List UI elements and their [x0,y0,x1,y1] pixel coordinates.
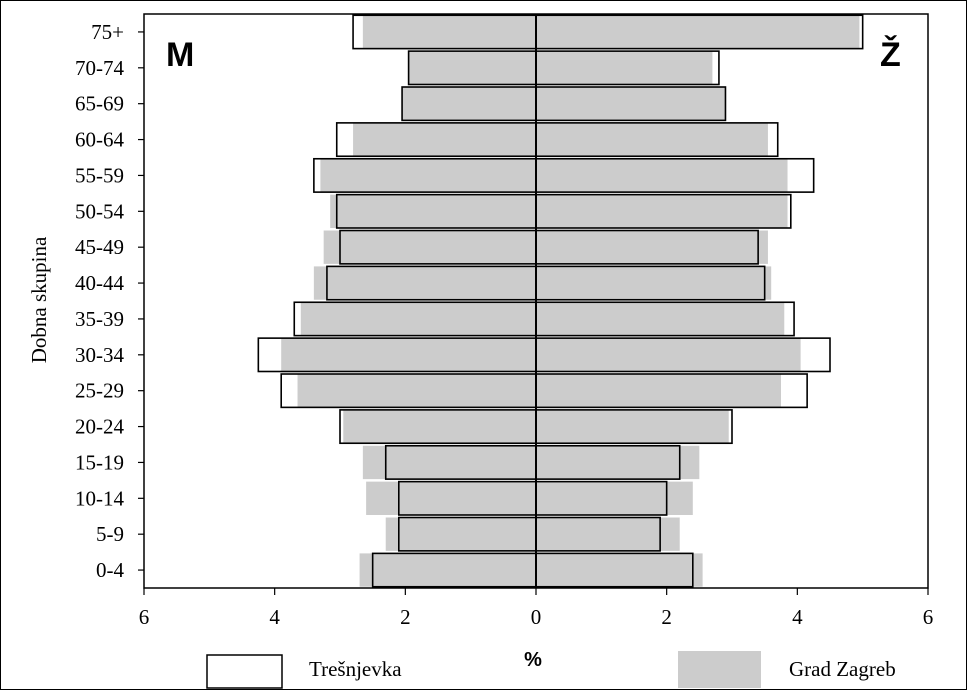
y-tick-label-60-64: 60-64 [75,128,124,152]
bar-grad-zagreb-male-5-9 [385,517,536,551]
y-tick-label-10-14: 10-14 [75,486,124,510]
x-tick-label: 0 [531,605,542,629]
bar-grad-zagreb-male-65-69 [402,87,536,121]
x-tick-label: 6 [923,605,934,629]
bar-grad-zagreb-male-40-44 [313,266,536,300]
bar-grad-zagreb-male-75+ [362,15,536,49]
bar-grad-zagreb-female-75+ [536,15,860,49]
y-tick-label-30-34: 30-34 [75,343,124,367]
x-tick-label: 2 [661,605,672,629]
bar-grad-zagreb-female-10-14 [536,481,693,515]
x-tick-label: 2 [400,605,411,629]
y-tick-label-0-4: 0-4 [96,558,124,582]
y-tick-label-70-74: 70-74 [75,56,124,80]
bar-grad-zagreb-female-25-29 [536,374,781,408]
bar-grad-zagreb-male-55-59 [320,158,536,193]
y-tick-label-20-24: 20-24 [75,415,124,439]
bar-grad-zagreb-female-55-59 [536,158,788,193]
bar-grad-zagreb-male-45-49 [323,230,536,264]
x-axis-title: % [524,649,542,671]
bar-grad-zagreb-male-0-4 [359,553,536,587]
y-tick-label-75+: 75+ [91,20,124,44]
bar-grad-zagreb-female-65-69 [536,87,726,121]
right-side-label: Ž [880,36,901,74]
bar-grad-zagreb-female-70-74 [536,51,713,85]
y-tick-label-50-54: 50-54 [75,199,124,223]
bar-grad-zagreb-female-5-9 [536,517,680,551]
bar-grad-zagreb-female-30-34 [536,338,801,372]
y-tick-label-5-9: 5-9 [96,522,124,546]
legend-label-tresnjevka: Trešnjevka [309,657,402,681]
bar-grad-zagreb-female-50-54 [536,194,788,228]
y-tick-label-45-49: 45-49 [75,235,124,259]
bar-grad-zagreb-female-60-64 [536,122,768,157]
x-tick-label: 4 [269,605,280,629]
bar-grad-zagreb-male-20-24 [343,409,536,444]
legend-swatch-tresnjevka [206,654,283,689]
bar-grad-zagreb-female-15-19 [536,445,700,480]
y-tick-label-35-39: 35-39 [75,307,124,331]
bar-grad-zagreb-female-20-24 [536,409,729,444]
y-tick-label-65-69: 65-69 [75,92,124,116]
bar-grad-zagreb-male-15-19 [362,445,536,480]
bar-grad-zagreb-male-25-29 [297,374,536,408]
bar-grad-zagreb-female-40-44 [536,266,772,300]
bar-grad-zagreb-female-0-4 [536,553,703,587]
legend-label-grad-zagreb: Grad Zagreb [789,657,896,681]
bar-grad-zagreb-male-10-14 [366,481,536,515]
y-tick-label-55-59: 55-59 [75,163,124,187]
bar-grad-zagreb-male-50-54 [330,194,536,228]
y-axis-title: Dobna skupina [27,236,51,363]
bar-grad-zagreb-female-35-39 [536,302,785,336]
bar-grad-zagreb-male-70-74 [408,51,536,85]
legend-swatch-grad-zagreb [678,651,761,688]
bar-grad-zagreb-female-45-49 [536,230,768,264]
y-tick-label-40-44: 40-44 [75,271,124,295]
bar-grad-zagreb-male-30-34 [281,338,536,372]
left-side-label: M [166,36,194,74]
bar-grad-zagreb-male-35-39 [300,302,536,336]
y-tick-label-25-29: 25-29 [75,379,124,403]
bar-grad-zagreb-male-60-64 [353,122,536,157]
y-tick-label-15-19: 15-19 [75,450,124,474]
x-tick-label: 6 [139,605,150,629]
x-tick-label: 4 [792,605,803,629]
